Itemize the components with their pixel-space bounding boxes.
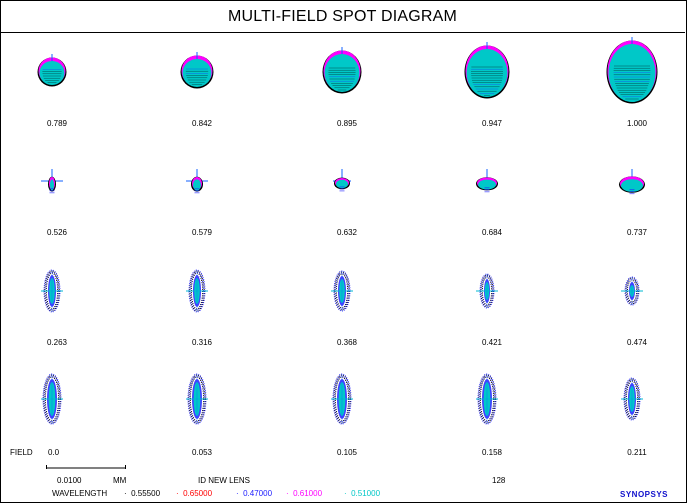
spot-diagram: [302, 256, 382, 326]
field-label: FIELD: [10, 448, 33, 457]
wavelength-value: 0.65000: [183, 489, 213, 498]
field-value: 0.105: [336, 448, 358, 457]
field-value: 0.421: [481, 338, 503, 347]
spot-diagram: [447, 364, 527, 434]
field-value: 0.737: [626, 228, 648, 237]
spot-diagram: [302, 37, 382, 107]
spot-diagram: [592, 256, 672, 326]
field-value: 0.158: [481, 448, 503, 457]
wavelength-item: · 0.65000: [176, 489, 212, 498]
wavelength-item: · 0.55500: [124, 489, 160, 498]
wavelength-value: 0.51000: [351, 489, 381, 498]
spot-diagram: [592, 364, 672, 434]
scale-value: 0.0100: [57, 476, 82, 485]
field-value: 0.316: [191, 338, 213, 347]
spot-diagram: [157, 364, 237, 434]
field-value: 0.684: [481, 228, 503, 237]
wavelength-dot: ·: [124, 489, 132, 498]
spot-diagram: [592, 37, 672, 107]
field-value: 0.0: [48, 448, 60, 457]
field-value: 0.632: [336, 228, 358, 237]
spot-diagram: [12, 364, 92, 434]
spot-diagram: [302, 146, 382, 216]
spot-diagram: [12, 146, 92, 216]
diagram-title: MULTI-FIELD SPOT DIAGRAM: [0, 0, 685, 33]
wavelength-label: WAVELENGTH: [52, 489, 108, 498]
scale-unit: MM: [113, 476, 127, 485]
field-value: 0.789: [46, 119, 68, 128]
spot-diagram: [447, 146, 527, 216]
wavelength-dot: ·: [236, 489, 244, 498]
wavelength-value: 0.47000: [243, 489, 273, 498]
wavelength-dot: ·: [344, 489, 352, 498]
field-value: 0.211: [627, 448, 647, 457]
synopsys-logo: SYNOPSYS: [620, 490, 669, 499]
field-value: 1.000: [626, 119, 648, 128]
lens-id-label: ID NEW LENS: [198, 476, 251, 485]
spot-diagram: [447, 256, 527, 326]
wavelength-value: 0.55500: [131, 489, 161, 498]
wavelength-value: 0.61000: [293, 489, 323, 498]
field-value: 0.947: [481, 119, 503, 128]
field-value: 0.053: [191, 448, 213, 457]
field-value: 0.842: [191, 119, 213, 128]
wavelength-item: · 0.47000: [236, 489, 272, 498]
wavelength-item: · 0.51000: [344, 489, 380, 498]
field-value: 0.474: [626, 338, 648, 347]
lens-id-number: 128: [492, 476, 506, 485]
spot-diagram: [157, 37, 237, 107]
wavelength-item: · 0.61000: [286, 489, 322, 498]
field-value: 0.526: [46, 228, 68, 237]
spot-diagram: [447, 37, 527, 107]
wavelength-dot: ·: [176, 489, 184, 498]
spot-diagram: [157, 146, 237, 216]
spot-diagram: [12, 37, 92, 107]
field-value: 0.263: [46, 338, 68, 347]
field-value: 0.895: [336, 119, 358, 128]
spot-diagram: [592, 146, 672, 216]
spot-diagram: [157, 256, 237, 326]
scale-bar: [46, 465, 126, 469]
field-value: 0.579: [191, 228, 213, 237]
spot-diagram: [302, 364, 382, 434]
field-value: 0.368: [336, 338, 358, 347]
spot-diagram: [12, 256, 92, 326]
wavelength-dot: ·: [286, 489, 294, 498]
